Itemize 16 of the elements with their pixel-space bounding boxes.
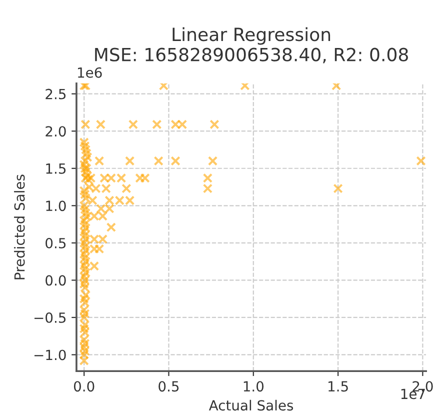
y-tick-label: −0.5	[34, 312, 66, 323]
chart-title: Linear Regression MSE: 1658289006538.40, R2: 0.08	[95, 27, 408, 64]
y-tick-label: 0.5	[46, 238, 66, 248]
y-tick-label: 2.0	[46, 126, 66, 137]
y-tick-label: 2.5	[46, 88, 66, 100]
y-tick-label: 1.5	[46, 164, 66, 174]
x-axis-title: Actual Sales	[208, 400, 294, 411]
x-tick-label: 0.5	[158, 381, 179, 392]
x-tick-label: 1.5	[328, 381, 348, 392]
y-tick-label: −1.0	[34, 350, 66, 360]
y-tick-label: 0.0	[46, 275, 66, 286]
x-tick-label: 1.0	[244, 381, 264, 392]
y-tick-label: 1.0	[46, 200, 66, 212]
y-axis-title: Predicted Sales	[14, 174, 25, 280]
x-tick-label: 0.0	[74, 381, 94, 392]
text: 1e6	[78, 67, 102, 78]
